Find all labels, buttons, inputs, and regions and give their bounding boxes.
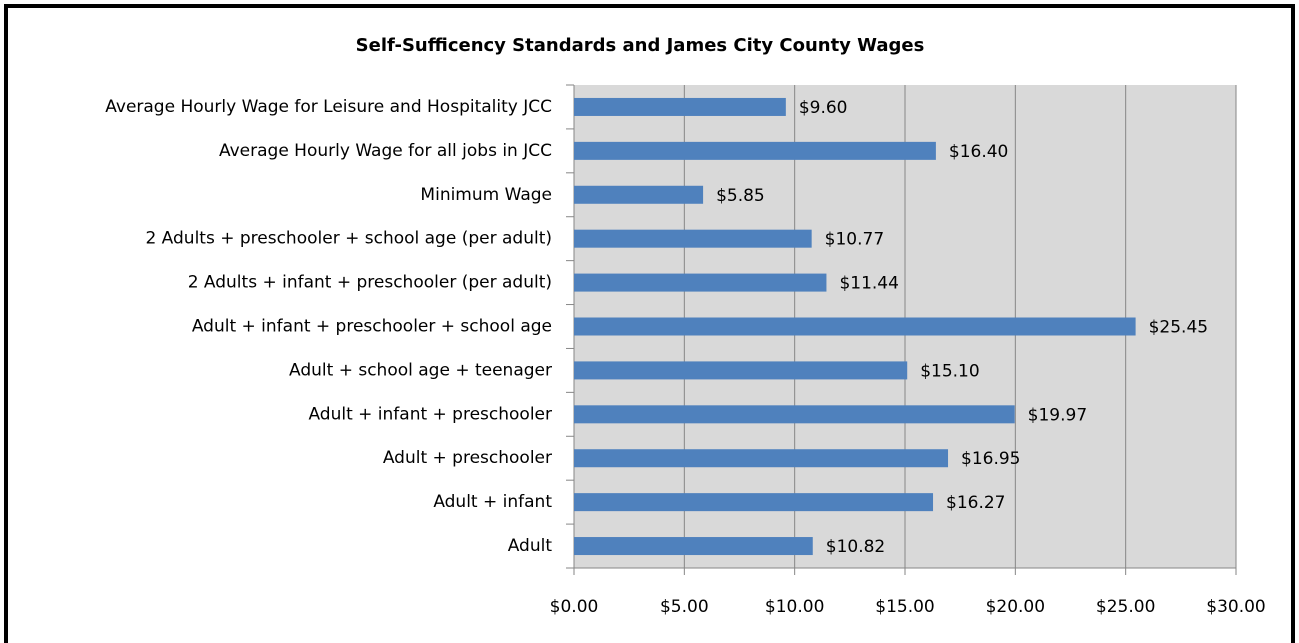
data-label: $25.45 (1149, 318, 1208, 338)
data-label: $16.27 (946, 493, 1005, 513)
y-tick-label: Adult + infant + preschooler (308, 404, 552, 424)
x-tick-label: $0.00 (550, 597, 599, 617)
data-label: $10.77 (825, 230, 884, 250)
bar (574, 493, 934, 512)
bar (574, 97, 786, 116)
y-tick-label: Adult + infant + preschooler + school ag… (192, 317, 552, 337)
bar (574, 449, 949, 468)
data-label: $15.10 (920, 361, 979, 381)
data-label: $16.40 (949, 142, 1008, 162)
bar (574, 317, 1136, 336)
y-tick-label: Adult + school age + teenager (289, 360, 552, 380)
y-tick-label: Average Hourly Wage for Leisure and Hosp… (105, 97, 552, 117)
data-label: $19.97 (1028, 405, 1087, 425)
y-tick-label: 2 Adults + preschooler + school age (per… (145, 229, 552, 249)
y-tick-label: Minimum Wage (420, 185, 552, 205)
bar (574, 361, 908, 380)
chart-title: Self-Sufficency Standards and James City… (356, 35, 925, 56)
bar (574, 141, 936, 160)
x-tick-label: $10.00 (765, 597, 824, 617)
y-tick-label: 2 Adults + infant + preschooler (per adu… (188, 273, 552, 293)
y-tick-label: Average Hourly Wage for all jobs in JCC (219, 141, 552, 161)
bar (574, 273, 827, 292)
bar (574, 537, 813, 556)
x-tick-label: $5.00 (660, 597, 709, 617)
bar (574, 185, 704, 204)
x-tick-label: $30.00 (1206, 597, 1265, 617)
data-label: $11.44 (839, 274, 898, 294)
bar (574, 405, 1015, 424)
data-label: $16.95 (961, 449, 1020, 469)
x-tick-label: $20.00 (986, 597, 1045, 617)
x-tick-label: $15.00 (875, 597, 934, 617)
data-label: $9.60 (799, 98, 848, 118)
bar (574, 229, 812, 248)
y-tick-label: Adult (508, 536, 553, 556)
x-tick-label: $25.00 (1096, 597, 1155, 617)
data-label: $5.85 (716, 186, 765, 206)
data-label: $10.82 (826, 537, 885, 557)
y-tick-label: Adult + preschooler (383, 448, 552, 468)
y-tick-label: Adult + infant (433, 492, 552, 512)
